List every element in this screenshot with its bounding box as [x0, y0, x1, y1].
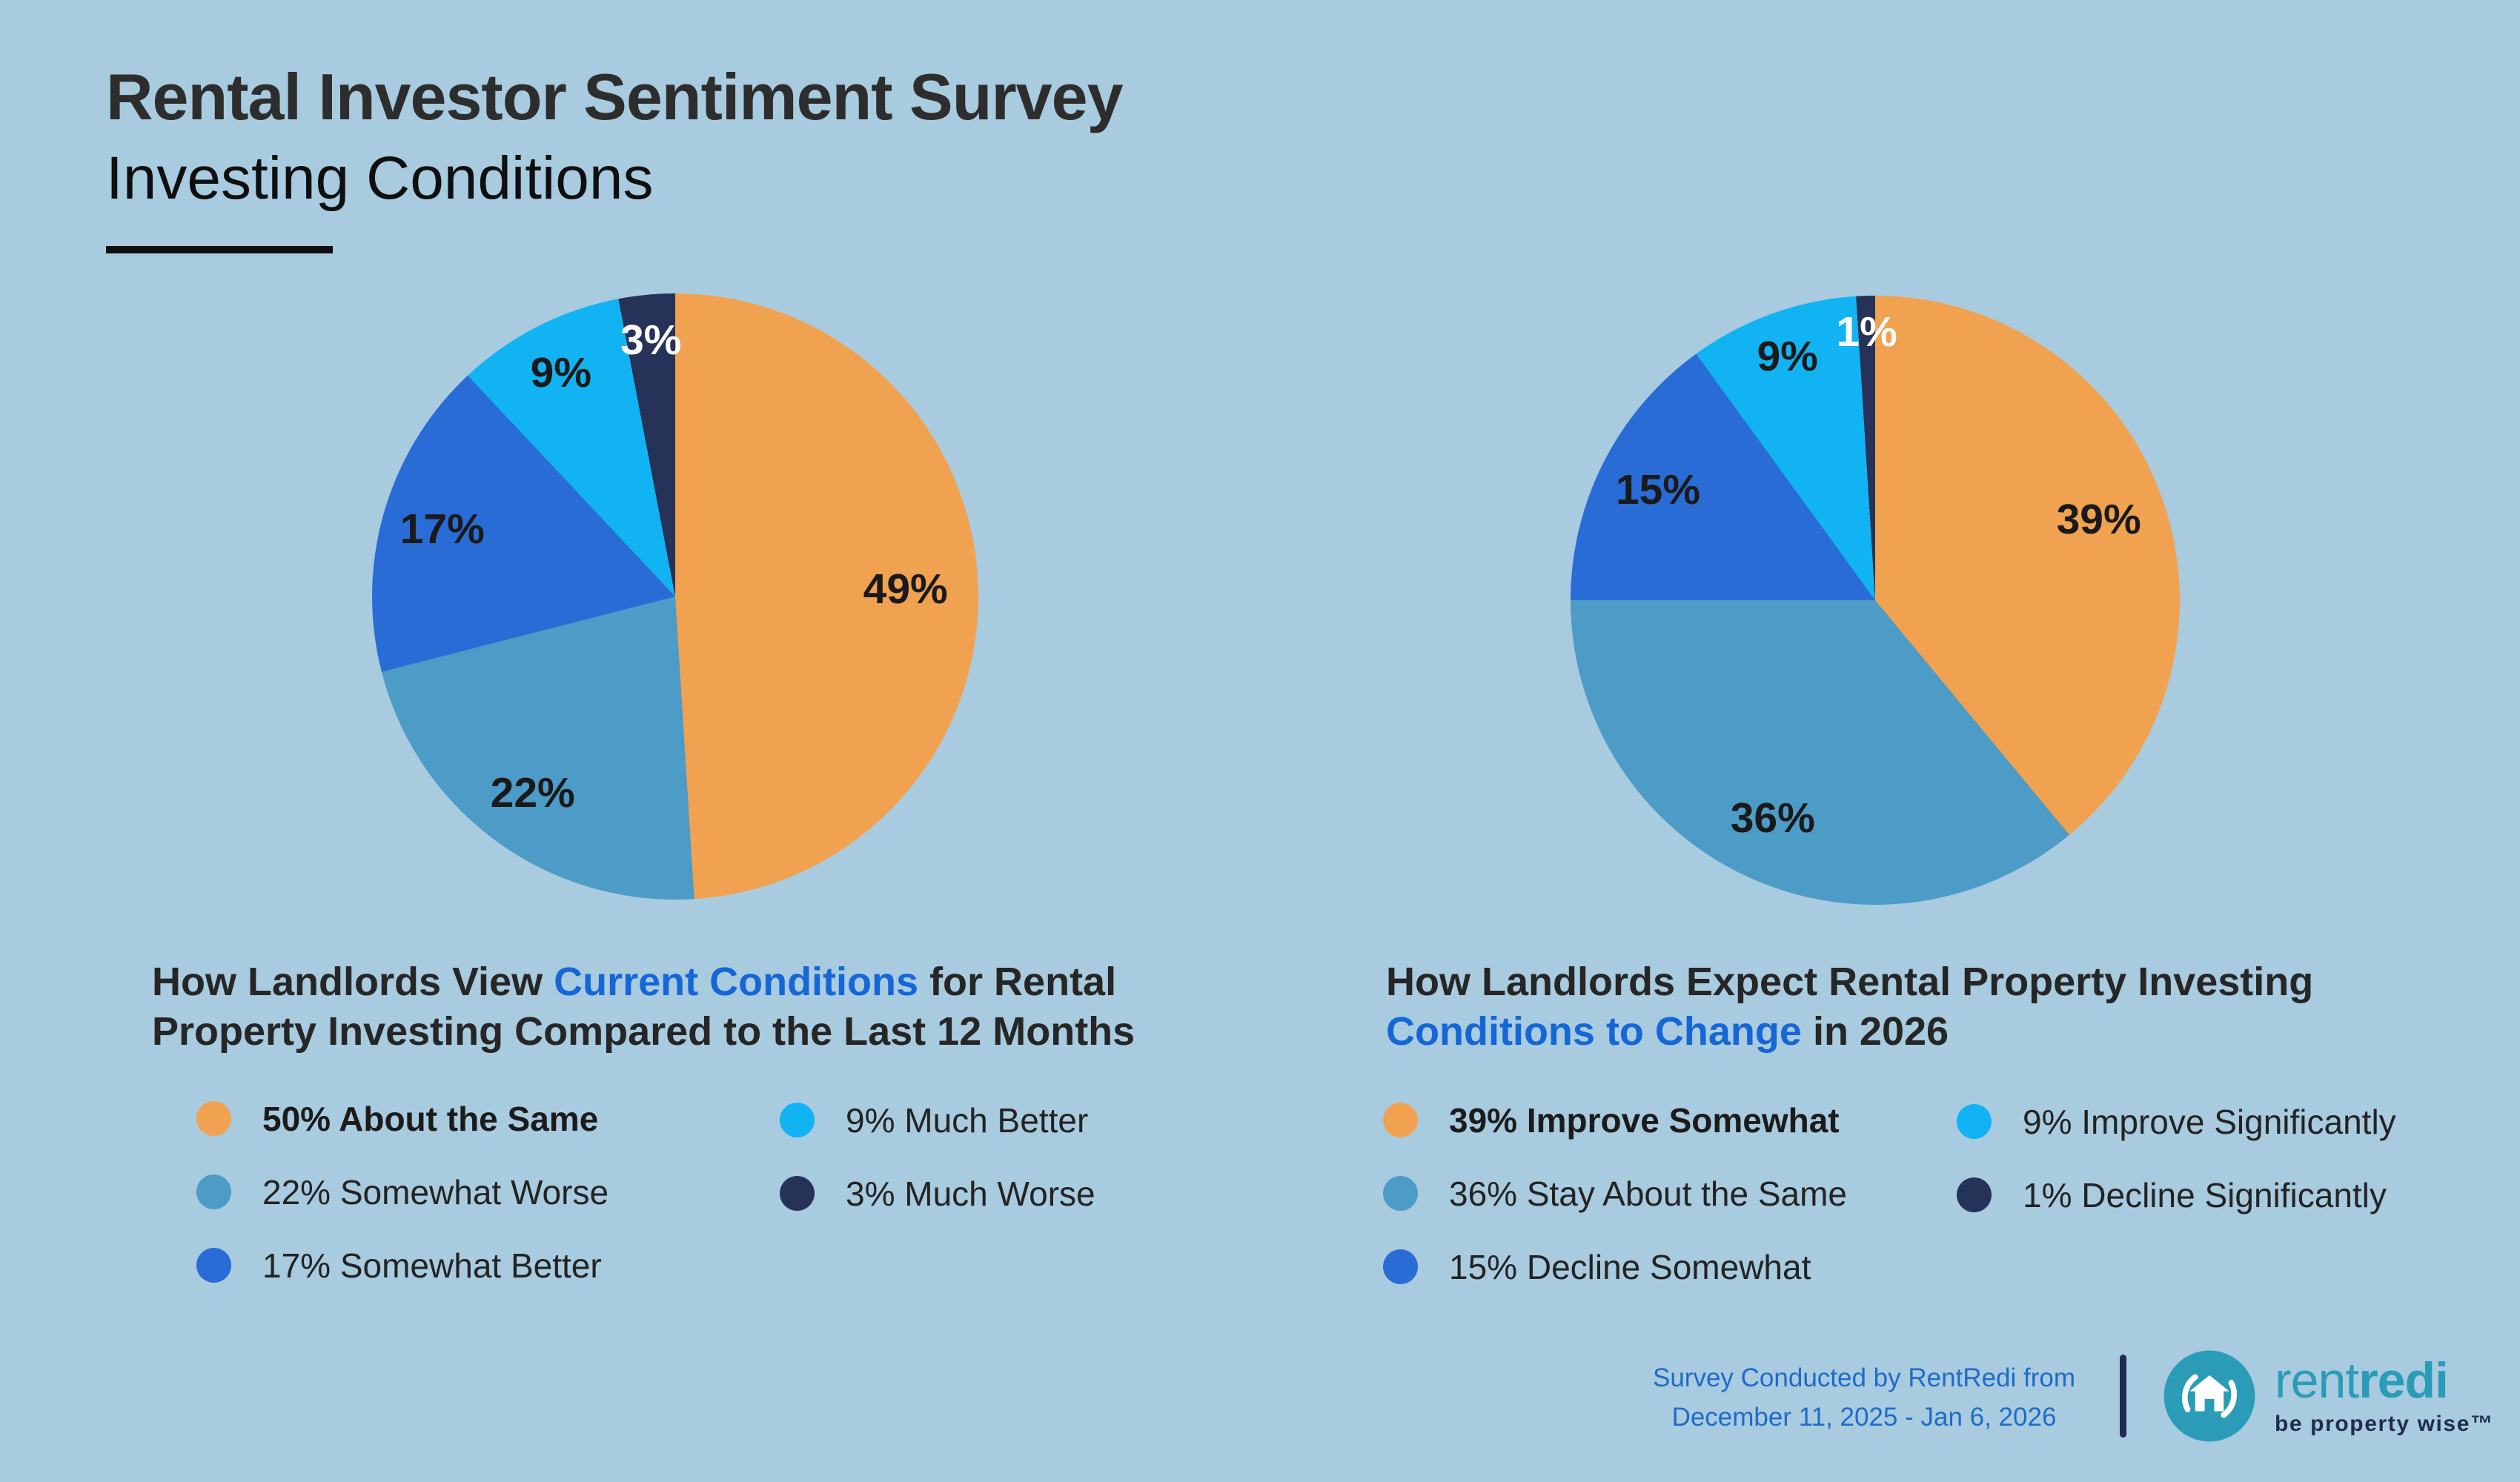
caption-text: Property Investing Compared to the Last … — [152, 1009, 1135, 1054]
brand-tagline: be property wise™ — [2275, 1412, 2494, 1436]
survey-note: Survey Conducted by RentRedi from Decemb… — [1619, 1359, 2109, 1437]
footer-divider — [2120, 1355, 2126, 1438]
pie-slice-label: 49% — [863, 565, 948, 614]
caption-line: How Landlords View Current Conditions fo… — [152, 957, 1279, 1007]
header: Rental Investor Sentiment Survey Investi… — [106, 59, 1124, 253]
caption-text: How Landlords Expect Rental Property Inv… — [1386, 960, 2314, 1004]
caption-line: How Landlords Expect Rental Property Inv… — [1386, 957, 2476, 1007]
pie-slice-label: 39% — [2056, 496, 2141, 544]
legend-item: 50% About the Same — [196, 1082, 609, 1155]
legend-color-dot — [780, 1103, 815, 1137]
legend-label: 50% About the Same — [262, 1099, 599, 1138]
pie-chart-current-conditions: 49% 22% 17% 9% 3% — [372, 293, 978, 900]
legend-column-2: 9% Much Better 3% Much Worse — [780, 1083, 1095, 1230]
legend-label: 9% Improve Significantly — [2023, 1102, 2396, 1141]
legend-item: 9% Much Better — [780, 1083, 1095, 1157]
pie-slice-label: 22% — [490, 768, 575, 817]
survey-note-line-1: Survey Conducted by RentRedi from — [1653, 1363, 2075, 1392]
legend-color-dot — [196, 1174, 231, 1209]
legend-item: 15% Decline Somewhat — [1383, 1230, 1847, 1303]
legend-label: 22% Somewhat Worse — [262, 1172, 609, 1212]
legend-color-dot — [1383, 1176, 1418, 1211]
brand-name-light: rent — [2275, 1352, 2359, 1409]
legend-color-dot — [1383, 1249, 1418, 1284]
legend-color-dot — [780, 1176, 815, 1211]
caption-line: Conditions to Change in 2026 — [1386, 1007, 2476, 1057]
survey-note-line-2: December 11, 2025 - Jan 6, 2026 — [1671, 1402, 2057, 1432]
legend-column-1: 50% About the Same 22% Somewhat Worse 17% … — [196, 1082, 609, 1302]
chart-caption-current-conditions: How Landlords View Current Conditions fo… — [152, 957, 1279, 1057]
legend-label: 39% Improve Somewhat — [1449, 1100, 1840, 1140]
legend-label: 36% Stay About the Same — [1449, 1174, 1848, 1213]
pie-slice-label: 3% — [620, 316, 682, 364]
pie-slice-label: 15% — [1615, 465, 1701, 514]
legend-label: 1% Decline Significantly — [2023, 1175, 2387, 1214]
pie-slice-label: 36% — [1730, 794, 1815, 842]
legend-color-dot — [1957, 1177, 1992, 1212]
pie-slice-label: 9% — [530, 348, 592, 396]
page-title: Rental Investor Sentiment Survey — [106, 60, 1124, 133]
pie-chart-2026-expectations: 39% 36% 15% 9% 1% — [1571, 296, 2180, 905]
pie-slice-label: 9% — [1757, 333, 1818, 381]
caption-text: for Rental — [918, 960, 1117, 1004]
chart-caption-2026-expectations: How Landlords Expect Rental Property Inv… — [1386, 957, 2476, 1057]
logo-text: rentredi be property wise™ — [2275, 1355, 2494, 1437]
legend-column-2: 9% Improve Significantly 1% Decline Signi… — [1957, 1085, 2396, 1232]
page-subtitle: Investing Conditions — [106, 144, 654, 212]
legend-column-1: 39% Improve Somewhat 36% Stay About the S… — [1383, 1083, 1847, 1303]
caption-line: Property Investing Compared to the Last … — [152, 1007, 1279, 1057]
pie-slice-label: 1% — [1836, 308, 1897, 356]
legend-color-dot — [1957, 1104, 1992, 1139]
legend-item: 17% Somewhat Better — [196, 1229, 609, 1302]
pie-slice-label: 17% — [399, 505, 485, 553]
rentredi-logo: rentredi be property wise™ — [2162, 1349, 2494, 1443]
caption-highlight: Conditions to Change — [1386, 1009, 1802, 1054]
legend-label: 15% Decline Somewhat — [1449, 1247, 1811, 1286]
legend-item: 39% Improve Somewhat — [1383, 1083, 1847, 1157]
legend-item: 3% Much Worse — [780, 1157, 1095, 1230]
legend-item: 22% Somewhat Worse — [196, 1155, 609, 1229]
caption-text: How Landlords View — [152, 960, 554, 1004]
legend-label: 3% Much Worse — [846, 1174, 1095, 1213]
legend-color-dot — [196, 1248, 231, 1283]
brand-name: rentredi — [2275, 1355, 2494, 1406]
title-underline — [106, 246, 333, 253]
caption-text: in 2026 — [1801, 1009, 1949, 1054]
legend-item: 1% Decline Significantly — [1957, 1158, 2396, 1232]
legend-color-dot — [196, 1101, 231, 1136]
caption-highlight: Current Conditions — [554, 960, 919, 1004]
rentredi-logo-icon — [2163, 1350, 2255, 1442]
legend-item: 9% Improve Significantly — [1957, 1085, 2396, 1158]
brand-name-bold: redi — [2358, 1352, 2449, 1409]
legend-color-dot — [1383, 1103, 1418, 1137]
legend-label: 17% Somewhat Better — [262, 1246, 602, 1285]
legend-label: 9% Much Better — [846, 1100, 1089, 1140]
legend-item: 36% Stay About the Same — [1383, 1157, 1847, 1230]
